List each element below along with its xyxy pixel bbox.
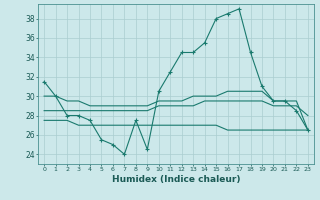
X-axis label: Humidex (Indice chaleur): Humidex (Indice chaleur) [112,175,240,184]
